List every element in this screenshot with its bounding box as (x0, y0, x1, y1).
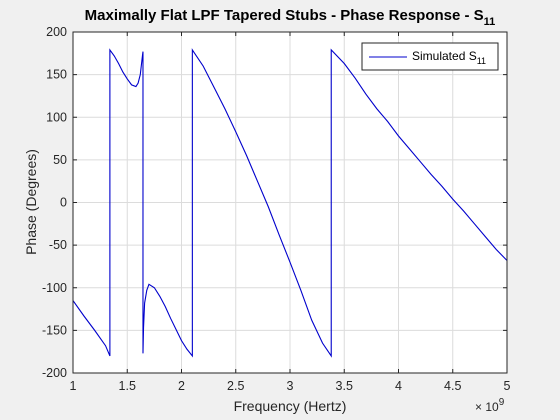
legend-label-main: Simulated S (412, 49, 477, 63)
x-axis-label: Frequency (Hertz) (234, 398, 347, 414)
x-tick-label: 3.5 (336, 379, 353, 393)
x-tick-label: 1 (70, 379, 77, 393)
x-tick-label: 4 (395, 379, 402, 393)
legend-label-subscript: 11 (477, 56, 486, 66)
y-tick-label: -150 (42, 323, 67, 337)
x-tick-label: 5 (504, 379, 511, 393)
x-axis-exponent-base: × 10 (475, 400, 499, 414)
chart-title-main: Maximally Flat LPF Tapered Stubs - Phase… (85, 7, 484, 24)
y-axis-label: Phase (Degrees) (23, 149, 39, 255)
y-tick-label: -100 (42, 281, 67, 295)
series-line-simulated-s11 (72, 48, 508, 358)
y-tick-label: 0 (60, 196, 67, 210)
chart-title: Maximally Flat LPF Tapered Stubs - Phase… (85, 7, 496, 28)
y-tick-label: 150 (46, 68, 67, 82)
legend: Simulated S11 (361, 42, 499, 71)
x-tick-label: 2.5 (227, 379, 244, 393)
x-axis-exponent: × 109 (475, 397, 505, 414)
x-axis-exponent-power: 9 (499, 397, 505, 408)
chart-title-subscript: 11 (484, 16, 496, 28)
x-tick-label: 3 (287, 379, 294, 393)
y-tick-label: -200 (42, 366, 67, 380)
x-tick-label: 2 (178, 379, 185, 393)
y-tick-label: 100 (46, 110, 67, 124)
y-tick-label: 50 (53, 153, 67, 167)
legend-label-simulated-s11: Simulated S11 (412, 49, 486, 66)
tick-layer: 1 1.5 2 2.5 3 3.5 4 4.5 5 -200 -150 -100 -50 0 50 100 15… (42, 25, 511, 393)
y-tick-label: 200 (46, 25, 67, 39)
x-tick-label: 4.5 (444, 379, 461, 393)
y-tick-label: -50 (49, 238, 67, 252)
x-tick-label: 1.5 (119, 379, 136, 393)
